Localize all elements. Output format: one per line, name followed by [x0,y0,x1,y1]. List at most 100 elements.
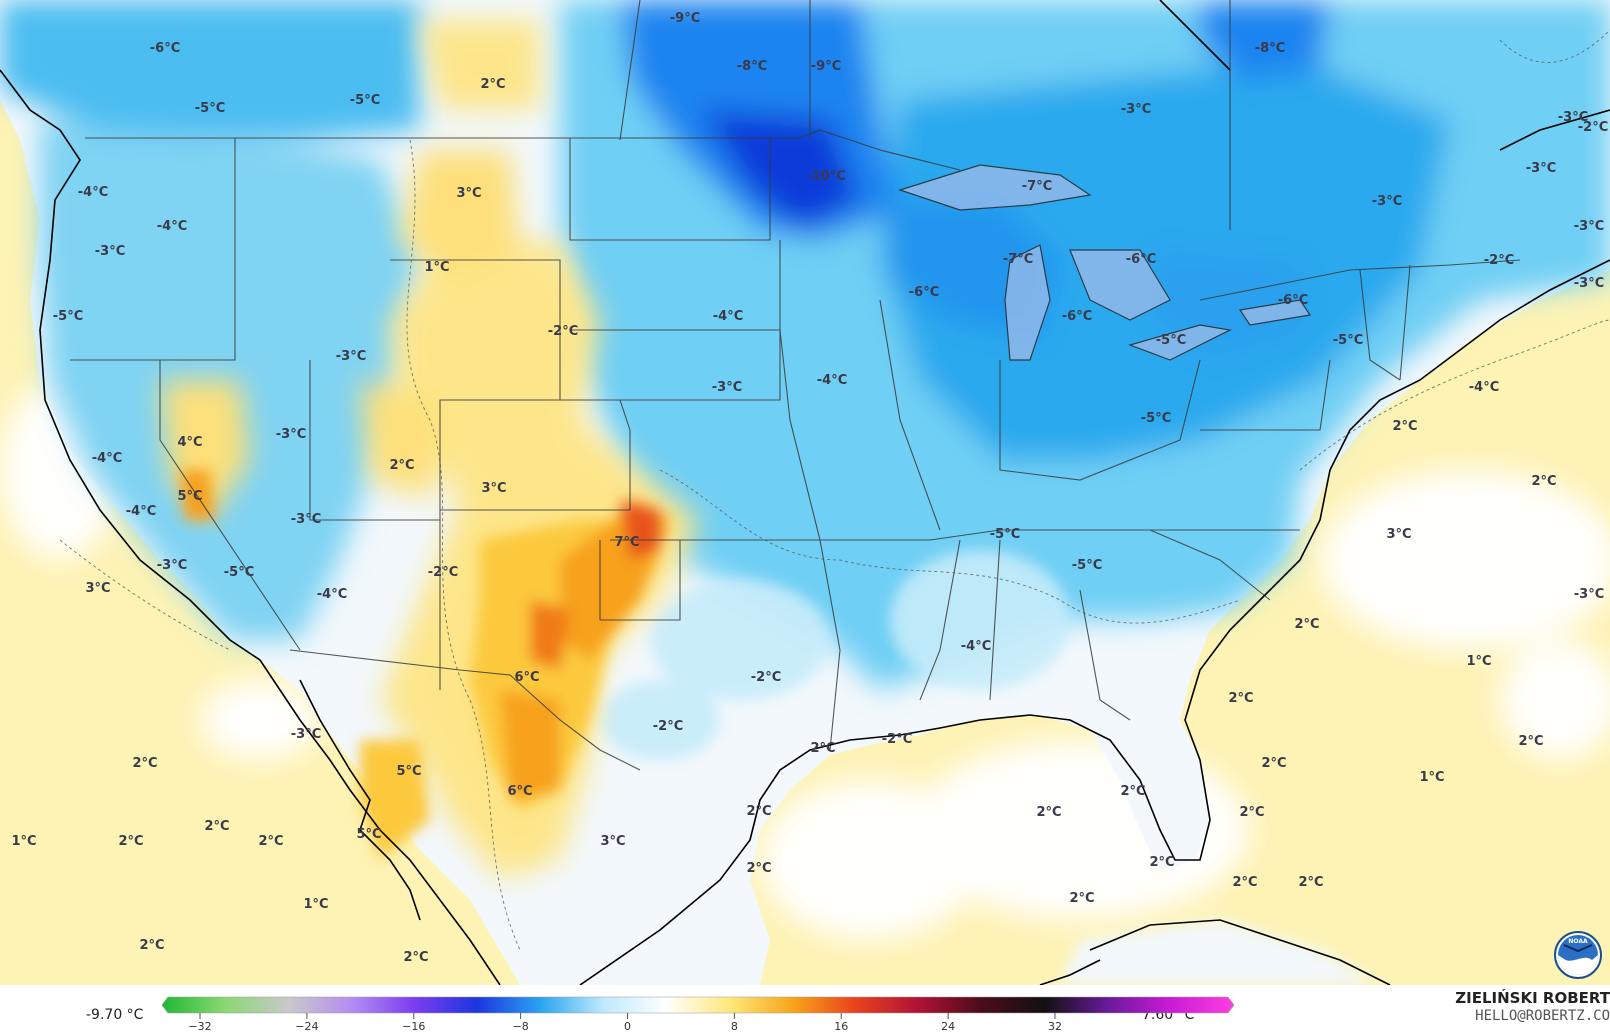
temperature-label: -4°C [78,185,108,200]
credit-email: HELLO@ROBERTZ.CO [1475,1008,1610,1024]
temperature-label: -4°C [1469,380,1499,395]
temperature-label: -5°C [350,93,380,108]
temperature-label: 2°C [139,938,164,953]
temperature-label: -9°C [811,59,841,74]
temperature-labels: -6°C-5°C-5°C2°C-9°C-8°C -9°C-8°C-3°C-3°C-… [11,11,1608,965]
temperature-label: 1°C [424,260,449,275]
temperature-label: -2°C [1484,253,1514,268]
temperature-label: -3°C [157,558,187,573]
temperature-label: 2°C [1149,855,1174,870]
temperature-label: -10°C [806,169,846,184]
temperature-label: 2°C [1036,805,1061,820]
temperature-anomaly-map: -6°C -5°C -5°C 2°C -9°C -8°C -9°C -8°C -3°C -3°C -… [0,0,1610,985]
temperature-label: -6°C [909,285,939,300]
temperature-label: -7°C [1022,179,1052,194]
zero-contours [59,29,1610,951]
temperature-label: 2°C [1261,756,1286,771]
temperature-label: -2°C [751,670,781,685]
temperature-label: -3°C [276,427,306,442]
temperature-label: -2°C [882,732,912,747]
temperature-label: 2°C [1239,805,1264,820]
temperature-label: -5°C [1072,558,1102,573]
noaa-logo-text: NOAA [1568,938,1588,945]
temperature-label: -9°C [670,11,700,26]
temperature-label: -6°C [150,41,180,56]
temperature-label: 2°C [1228,691,1253,706]
temperature-label: 6°C [507,784,532,799]
temperature-label: -3°C [1574,276,1604,291]
scale-ticks [199,1013,1056,1019]
noaa-icon: NOAA [1554,931,1602,979]
scale-min-label: -9.70 °C [86,1007,144,1023]
scale-tick-label: 16 [834,1020,849,1033]
temperature-label: -5°C [195,101,225,116]
temperature-label: 3°C [600,834,625,849]
temperature-label: 1°C [1466,654,1491,669]
great-lakes [898,164,1312,361]
political-borders [70,0,1521,771]
temperature-label: -5°C [224,565,254,580]
temperature-label: 2°C [746,804,771,819]
temperature-label: -8°C [737,59,767,74]
temperature-label: -2°C [428,565,458,580]
temperature-label: -4°C [157,219,187,234]
temperature-label: -5°C [1333,333,1363,348]
temperature-label: -3°C [1372,194,1402,209]
color-scale-gradient [161,996,1235,1014]
temperature-label: 2°C [118,834,143,849]
temperature-label: -5°C [990,527,1020,542]
temperature-label: 4°C [177,435,202,450]
temperature-label: -5°C [1141,411,1171,426]
temperature-label: 2°C [389,458,414,473]
temperature-label: -3°C [1558,110,1588,125]
temperature-label: 1°C [1419,770,1444,785]
temperature-label: -5°C [53,309,83,324]
temperature-label: 2°C [1069,891,1094,906]
temperature-label: -3°C [291,727,321,742]
neutral-ocean-areas [0,380,1610,940]
temperature-label: 2°C [1531,474,1556,489]
temperature-label: 3°C [481,481,506,496]
scale-tick-label: −8 [512,1020,529,1033]
temperature-label: 3°C [85,581,110,596]
temperature-label: -4°C [92,451,122,466]
temperature-label: 2°C [480,77,505,92]
temperature-label: 2°C [1518,734,1543,749]
scale-tick-label: 24 [941,1020,956,1033]
temperature-label: 6°C [514,670,539,685]
temperature-label: 5°C [356,827,381,842]
color-scale [161,996,1235,1019]
temperature-label: -3°C [95,244,125,259]
temperature-label: 3°C [456,186,481,201]
temperature-label: -2°C [548,324,578,339]
scale-tick-label: 32 [1048,1020,1062,1033]
temperature-label: -4°C [713,309,743,324]
temperature-label: -2°C [1578,120,1608,135]
temperature-label: 2°C [403,950,428,965]
scale-tick-label: −24 [295,1020,319,1033]
temperature-label: 2°C [1298,875,1323,890]
temperature-label: 2°C [746,861,771,876]
temperature-label: -6°C [1126,252,1156,267]
temperature-label: -3°C [1574,587,1604,602]
temperature-label: 2°C [258,834,283,849]
temperature-label: 2°C [132,756,157,771]
scale-tick-label: −16 [402,1020,426,1033]
scale-tick-label: −32 [188,1020,212,1033]
temperature-label: 2°C [204,819,229,834]
temperature-label: 7°C [614,535,639,550]
temperature-label: -3°C [291,512,321,527]
temperature-label: -6°C [1278,293,1308,308]
temperature-label: 2°C [1232,875,1257,890]
temperature-label: 3°C [1386,527,1411,542]
temperature-label: -3°C [1574,219,1604,234]
credit-name: ZIELIŃSKI ROBERT [1455,989,1610,1007]
temperature-label: 2°C [1392,419,1417,434]
temperature-label: 5°C [396,764,421,779]
temperature-label: -3°C [1121,102,1151,117]
temperature-label: 2°C [1120,784,1145,799]
coastlines [0,0,1610,985]
temperature-label: 1°C [303,897,328,912]
temperature-label: -7°C [1003,252,1033,267]
temperature-label: 2°C [1294,617,1319,632]
